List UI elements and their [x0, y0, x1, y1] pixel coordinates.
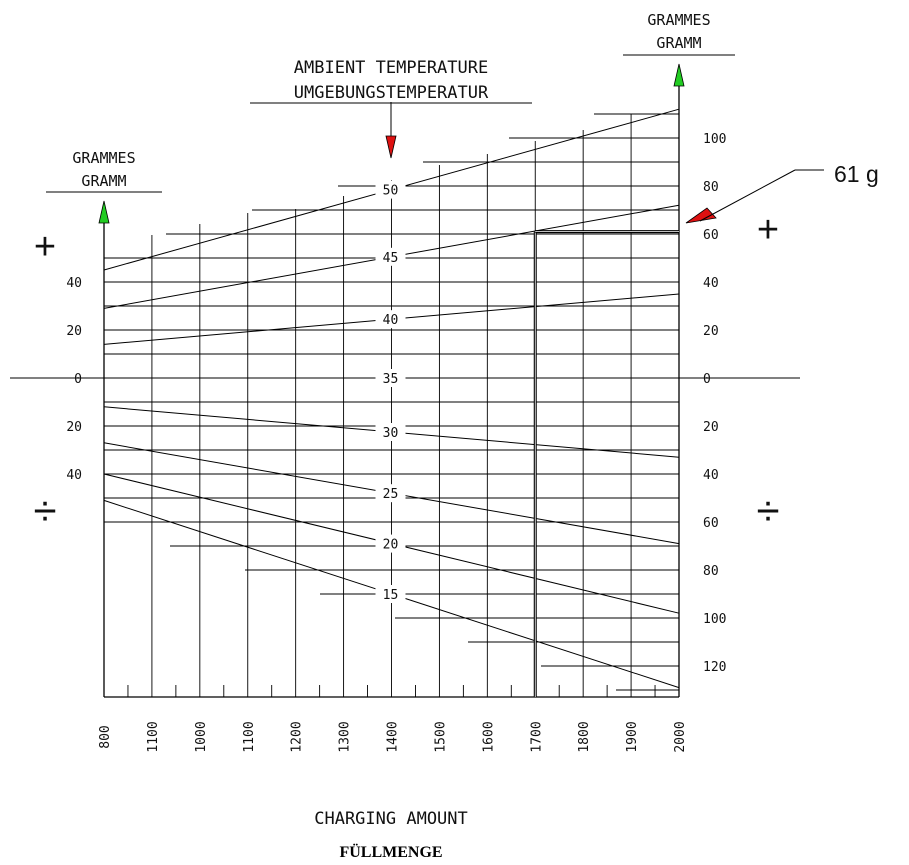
series-label: 30 [383, 426, 399, 441]
series-label-box [375, 484, 406, 503]
header-center: AMBIENT TEMPERATURE UMGEBUNGSTEMPERATUR [250, 58, 532, 104]
header-left-line2: GRAMM [81, 172, 126, 190]
x-tick-label: 1700 [529, 721, 544, 752]
right-axis-label: 0 [703, 372, 711, 387]
x-tick-label: 1600 [481, 721, 496, 752]
header-right: GRAMMES GRAMM [623, 11, 735, 56]
header-left-line1: GRAMMES [72, 149, 135, 167]
right-axis-label: 40 [703, 468, 719, 483]
axes-layer [103, 82, 680, 698]
callout-leader-line [699, 169, 796, 222]
series-label: 35 [383, 372, 399, 387]
minus-symbol-left: ÷ [33, 487, 56, 534]
series-label: 40 [383, 313, 399, 328]
example-callout: 61 g [699, 161, 879, 222]
x-tick-label: 1500 [433, 721, 448, 752]
x-tick-label: 2000 [673, 721, 688, 752]
right-axis-label: 100 [703, 132, 726, 147]
marker-layer [98, 63, 717, 697]
right-axis-label: 80 [703, 180, 719, 195]
header-right-line2: GRAMM [656, 34, 701, 52]
up-arrow-icon-right [673, 63, 685, 87]
x-tick-label: 1400 [386, 721, 401, 752]
header-left: GRAMMES GRAMM [46, 149, 162, 193]
x-tick-label: 1100 [242, 721, 257, 752]
right-axis-label: 60 [703, 228, 719, 243]
series-label-box [375, 310, 406, 329]
series-label: 20 [383, 538, 399, 553]
x-tick-label: 800 [98, 725, 113, 748]
right-axis-label: 120 [703, 660, 726, 675]
header-center-line1: AMBIENT TEMPERATURE [294, 58, 488, 78]
plus-symbol-right: + [757, 209, 779, 251]
x-tick-label: 1200 [290, 721, 305, 752]
x-tick-label: 1100 [146, 721, 161, 752]
series-label: 15 [383, 588, 399, 603]
left-axis-label: 40 [66, 468, 82, 483]
right-axis-label: 80 [703, 564, 719, 579]
series-layer: 50 45 40 35 30 25 20 15 [103, 108, 680, 689]
left-axis-label: 40 [66, 276, 82, 291]
series-label: 50 [383, 184, 399, 199]
plus-symbol-left: + [34, 226, 56, 268]
series-label-box [375, 247, 406, 266]
right-axis-label: 20 [703, 324, 719, 339]
up-arrow-icon-left [98, 200, 110, 224]
down-arrow-icon [385, 135, 397, 159]
header-right-line1: GRAMMES [647, 11, 710, 29]
x-tick-label: 1900 [625, 721, 640, 752]
series-label-box [375, 534, 406, 553]
right-axis-label: 40 [703, 276, 719, 291]
series-label-box [375, 585, 406, 603]
left-axis-label: 20 [66, 324, 82, 339]
header-center-line2: UMGEBUNGSTEMPERATUR [294, 83, 489, 103]
x-tick-label: 1300 [338, 721, 353, 752]
series-label-box [375, 180, 406, 199]
left-axis-label: 0 [74, 372, 82, 387]
series-label-box [375, 369, 406, 387]
tick-label-layer: 800 1100 1000 1100 1200 1300 1400 1500 1600 1700 1… [66, 132, 726, 753]
series-label-box [375, 423, 406, 441]
left-axis-label: 20 [66, 420, 82, 435]
right-axis-label: 20 [703, 420, 719, 435]
x-axis-subtitle: FÜLLMENGE [339, 843, 442, 861]
minus-symbol-right: ÷ [756, 487, 779, 534]
series-label: 45 [383, 251, 399, 266]
x-tick-label: 1800 [577, 721, 592, 752]
right-axis-label: 100 [703, 612, 726, 627]
right-axis-label: 60 [703, 516, 719, 531]
x-tick-label: 1000 [194, 721, 209, 752]
x-axis-title: CHARGING AMOUNT [314, 809, 468, 829]
callout-label: 61 g [834, 161, 879, 187]
series-label: 25 [383, 487, 399, 502]
grid-layer [10, 113, 800, 697]
